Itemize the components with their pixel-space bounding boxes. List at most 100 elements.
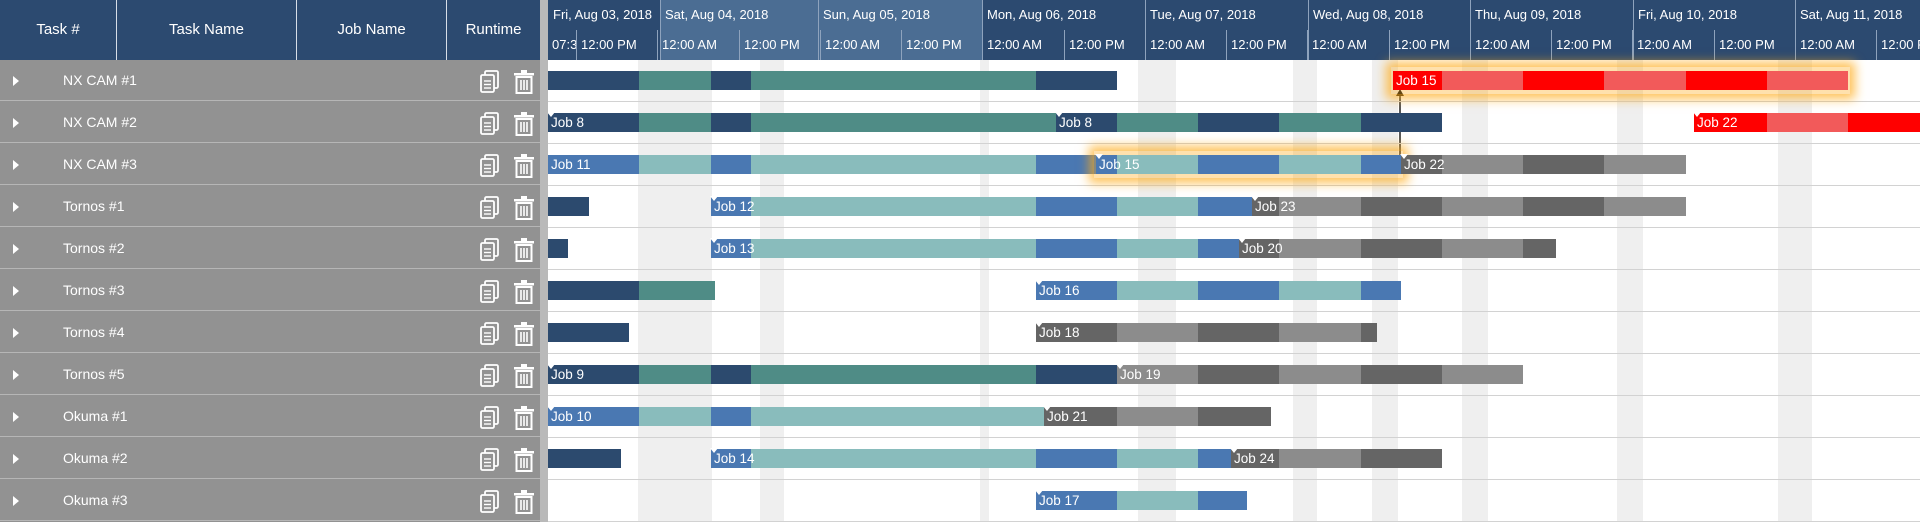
job-bar-segment[interactable] [1442, 197, 1523, 216]
job-bar-segment[interactable] [711, 365, 751, 384]
job-bar-segment[interactable] [1442, 155, 1523, 174]
copy-icon[interactable] [479, 196, 501, 220]
copy-icon[interactable] [479, 490, 501, 514]
trash-icon[interactable] [514, 490, 534, 514]
job-bar-segment[interactable] [1279, 323, 1361, 342]
job-bar-segment[interactable] [639, 281, 715, 300]
job-bar-label[interactable]: Job 12 [714, 199, 755, 214]
job-bar-segment[interactable] [751, 155, 1036, 174]
task-row[interactable]: NX CAM #1 [0, 60, 540, 101]
job-bar-segment[interactable] [548, 197, 589, 216]
job-bar-segment[interactable] [711, 197, 751, 216]
job-bar-segment[interactable] [1361, 197, 1442, 216]
job-bar-segment[interactable] [1198, 449, 1231, 468]
chevron-right-icon[interactable] [10, 396, 22, 437]
job-bar-segment[interactable] [1231, 449, 1279, 468]
job-bar-segment[interactable] [1044, 407, 1117, 426]
job-bar-label[interactable]: Job 10 [551, 409, 592, 424]
column-header-task-no[interactable]: Task # [0, 0, 117, 60]
job-bar-segment[interactable] [548, 239, 568, 258]
task-row[interactable]: Okuma #2 [0, 438, 540, 479]
chevron-right-icon[interactable] [10, 60, 22, 101]
job-bar-segment[interactable] [1523, 239, 1556, 258]
job-bar-segment[interactable] [1036, 491, 1117, 510]
job-bar-segment[interactable] [711, 155, 751, 174]
copy-icon[interactable] [479, 238, 501, 262]
job-bar-segment[interactable] [1239, 239, 1279, 258]
task-row[interactable]: Tornos #1 [0, 186, 540, 227]
job-bar-segment[interactable] [1036, 71, 1117, 90]
job-bar-segment[interactable] [639, 71, 711, 90]
task-row[interactable]: NX CAM #3 [0, 144, 540, 185]
job-bar-segment[interactable] [711, 113, 751, 132]
job-bar-segment[interactable] [1036, 239, 1117, 258]
job-bar-segment[interactable] [548, 281, 639, 300]
job-bar-segment[interactable] [1686, 71, 1767, 90]
chevron-right-icon[interactable] [10, 228, 22, 269]
copy-icon[interactable] [479, 364, 501, 388]
chevron-right-icon[interactable] [10, 186, 22, 227]
job-bar-segment[interactable] [1198, 491, 1247, 510]
job-bar-segment[interactable] [1036, 323, 1117, 342]
job-bar-segment[interactable] [1036, 449, 1117, 468]
task-row[interactable]: Tornos #3 [0, 270, 540, 311]
job-bar-segment[interactable] [1442, 239, 1523, 258]
job-bar-segment[interactable] [1279, 449, 1361, 468]
job-bar-label[interactable]: Job 13 [714, 241, 755, 256]
column-header-runtime[interactable]: Runtime [465, 21, 522, 38]
job-bar-segment[interactable] [1117, 281, 1198, 300]
job-bar-segment[interactable] [1117, 239, 1198, 258]
job-bar-segment[interactable] [1279, 365, 1361, 384]
trash-icon[interactable] [514, 448, 534, 472]
job-bar-label[interactable]: Job 15 [1396, 73, 1437, 88]
job-bar-segment[interactable] [711, 239, 751, 258]
job-bar-label[interactable]: Job 16 [1039, 283, 1080, 298]
job-bar-segment[interactable] [639, 155, 711, 174]
job-bar-segment[interactable] [639, 113, 711, 132]
job-bar-segment[interactable] [1117, 449, 1198, 468]
job-bar-segment[interactable] [1767, 71, 1848, 90]
job-bar-segment[interactable] [1442, 71, 1523, 90]
task-row[interactable]: NX CAM #2 [0, 102, 540, 143]
job-bar-segment[interactable] [1523, 197, 1604, 216]
trash-icon[interactable] [514, 196, 534, 220]
job-bar-segment[interactable] [548, 449, 621, 468]
job-bar-segment[interactable] [1117, 407, 1198, 426]
job-bar-segment[interactable] [1523, 71, 1604, 90]
chevron-right-icon[interactable] [10, 480, 22, 521]
job-bar-segment[interactable] [711, 449, 751, 468]
job-bar-segment[interactable] [548, 71, 639, 90]
job-bar-segment[interactable] [1117, 113, 1198, 132]
job-bar-segment[interactable] [1198, 239, 1239, 258]
job-bar-segment[interactable] [1279, 239, 1361, 258]
trash-icon[interactable] [514, 406, 534, 430]
copy-icon[interactable] [479, 406, 501, 430]
job-bar-segment[interactable] [1442, 365, 1523, 384]
job-bar-segment[interactable] [1361, 113, 1442, 132]
chevron-right-icon[interactable] [10, 312, 22, 353]
job-bar-segment[interactable] [1279, 113, 1361, 132]
job-bar-segment[interactable] [548, 365, 639, 384]
job-bar-segment[interactable] [1198, 197, 1252, 216]
task-row[interactable]: Okuma #3 [0, 480, 540, 521]
chevron-right-icon[interactable] [10, 354, 22, 395]
job-bar-segment[interactable] [548, 155, 639, 174]
task-row[interactable]: Tornos #4 [0, 312, 540, 353]
column-header-job-name[interactable]: Job Name [297, 0, 447, 60]
job-bar-label[interactable]: Job 20 [1242, 241, 1283, 256]
trash-icon[interactable] [514, 322, 534, 346]
job-bar-label[interactable]: Job 21 [1047, 409, 1088, 424]
chevron-right-icon[interactable] [10, 270, 22, 311]
copy-icon[interactable] [479, 280, 501, 304]
job-bar-segment[interactable] [751, 365, 1036, 384]
job-bar-segment[interactable] [751, 239, 1036, 258]
job-bar-label[interactable]: Job 22 [1697, 115, 1738, 130]
task-row[interactable]: Okuma #1 [0, 396, 540, 437]
job-bar-segment[interactable] [1198, 281, 1279, 300]
job-bar-segment[interactable] [1036, 197, 1117, 216]
job-bar-segment[interactable] [1036, 155, 1096, 174]
job-bar-segment[interactable] [1036, 365, 1117, 384]
job-bar-segment[interactable] [1252, 197, 1279, 216]
job-bar-segment[interactable] [751, 197, 1036, 216]
job-bar-label[interactable]: Job 8 [1059, 115, 1093, 130]
